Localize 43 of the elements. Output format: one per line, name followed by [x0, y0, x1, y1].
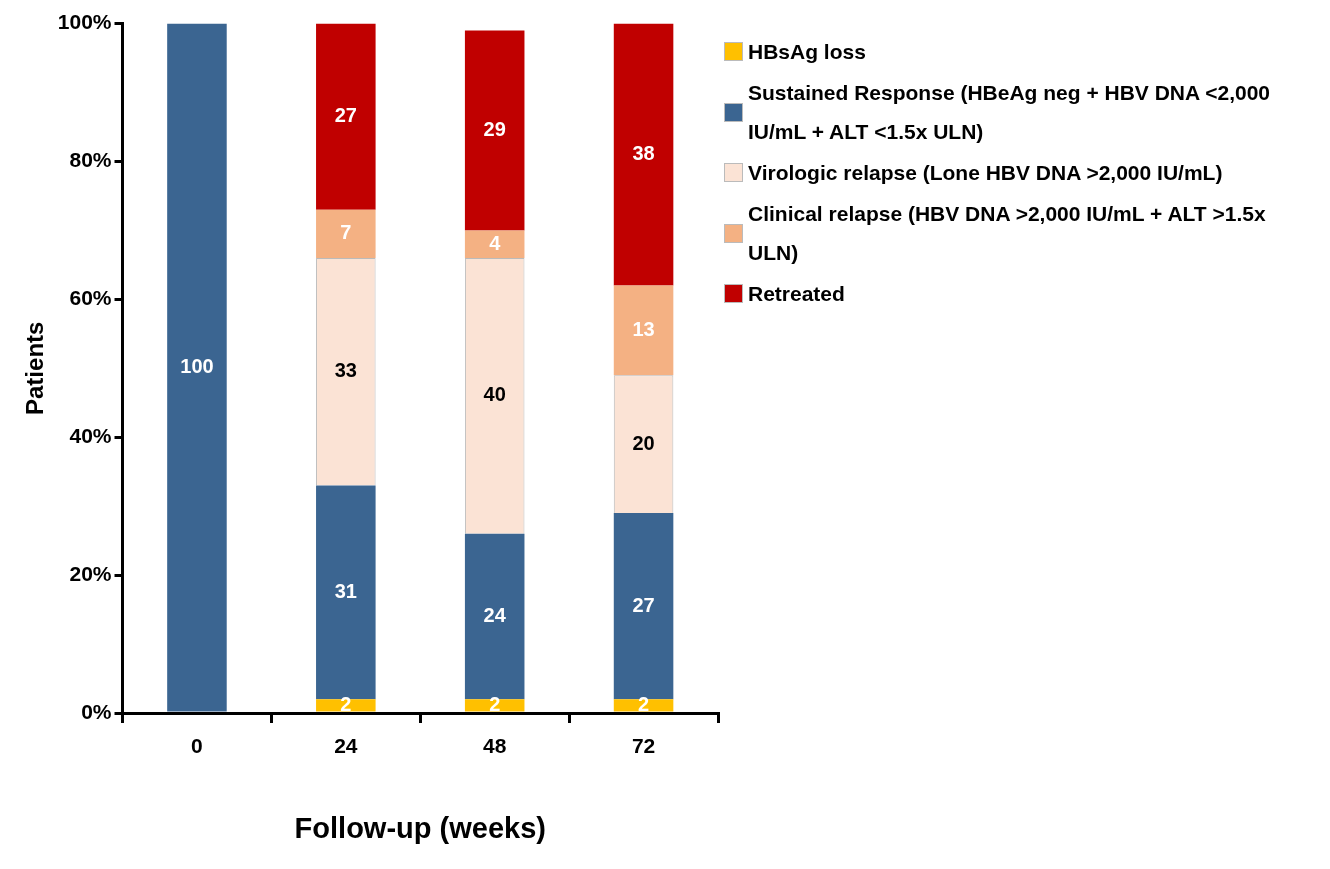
legend-label: Retreated: [748, 281, 845, 307]
y-tick-label: 100%: [57, 10, 112, 34]
data-label: 31: [334, 579, 357, 602]
bar: [613, 285, 674, 376]
data-label: 2: [638, 692, 650, 715]
legend-label: Sustained Response (HBeAg neg + HBV DNA <2,000 IU/mL + ALT <1.5x ULN): [748, 80, 1272, 145]
x-tick-label: 0: [191, 734, 203, 758]
bar: [613, 23, 674, 286]
bar: [316, 699, 376, 712]
bar: [613, 699, 674, 712]
y-tick-label: 60%: [69, 286, 112, 310]
data-label: 2: [489, 692, 501, 715]
data-label: 40: [483, 383, 506, 406]
data-label: 100: [180, 355, 214, 378]
y-tick-label: 0%: [81, 699, 112, 723]
data-label: 27: [334, 104, 357, 127]
legend-label: HBsAg loss: [748, 39, 866, 65]
y-tick-label: 40%: [69, 424, 112, 448]
bar: [464, 230, 525, 258]
data-label: 13: [632, 317, 655, 340]
data-label: 20: [632, 431, 655, 454]
data-label: 33: [334, 359, 357, 382]
bar: [316, 209, 376, 258]
y-tick-label: 20%: [69, 561, 112, 585]
y-axis-title: Patients: [21, 321, 49, 415]
bar: [167, 23, 227, 712]
bar: [464, 30, 525, 231]
bar: [316, 23, 376, 210]
data-label: 4: [489, 231, 502, 254]
legend-label: Virologic relapse (Lone HBV DNA >2,000 IU/mL): [748, 160, 1223, 186]
x-tick-label: 48: [483, 734, 507, 758]
y-tick-label: 80%: [69, 148, 112, 172]
data-label: 2: [340, 692, 352, 715]
x-axis-title: Follow-up (weeks): [294, 811, 546, 844]
bar: [464, 699, 525, 712]
data-label: 29: [483, 117, 506, 140]
x-tick-label: 72: [631, 734, 656, 758]
x-tick-label: 24: [334, 734, 358, 758]
data-label: 38: [632, 142, 655, 165]
data-label: 24: [483, 604, 507, 626]
data-label: 27: [632, 593, 655, 616]
legend-label: Clinical relapse (HBV DNA >2,000 IU/mL + ALT >1.5x ULN): [748, 201, 1267, 266]
data-label: 7: [340, 221, 352, 244]
